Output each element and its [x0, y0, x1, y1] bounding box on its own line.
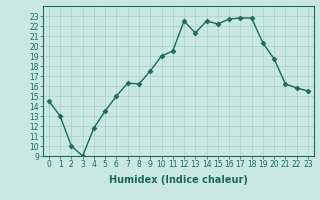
- X-axis label: Humidex (Indice chaleur): Humidex (Indice chaleur): [109, 175, 248, 185]
